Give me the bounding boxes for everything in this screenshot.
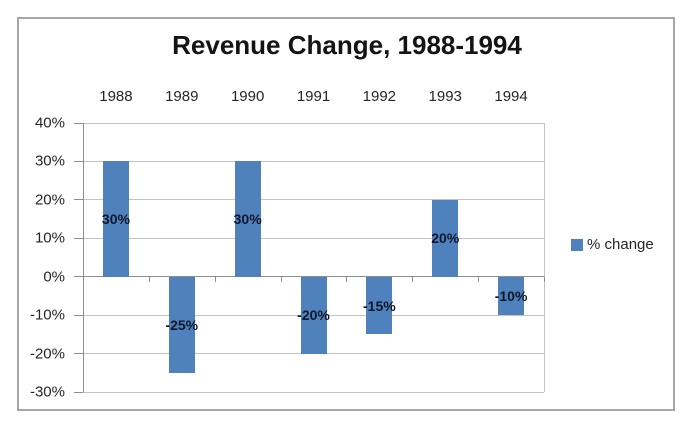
x-axis-label: 1989 <box>165 88 199 105</box>
data-label: -25% <box>165 316 199 333</box>
bar-1992 <box>366 276 393 335</box>
y-axis-label: 30% <box>34 152 65 170</box>
x-axis-tick <box>412 276 414 282</box>
gridline <box>83 122 544 124</box>
y-axis-label: 40% <box>34 114 65 132</box>
data-label: 20% <box>431 230 460 247</box>
data-label: 30% <box>101 211 130 228</box>
x-axis-label: 1992 <box>362 88 397 105</box>
y-axis-label: -30% <box>29 383 65 401</box>
y-axis-label: 10% <box>34 229 65 247</box>
y-axis-tick <box>74 160 83 162</box>
x-axis-tick <box>280 276 282 282</box>
bar-1994 <box>498 276 525 316</box>
y-axis-tick <box>74 314 83 316</box>
bar-1991 <box>300 276 327 354</box>
x-axis-tick <box>148 276 150 282</box>
gridline <box>83 199 544 201</box>
x-axis-label: 1988 <box>99 88 133 105</box>
gridline <box>83 160 544 162</box>
gridline <box>83 353 544 355</box>
x-axis-tick <box>214 276 216 282</box>
x-axis-tick <box>478 276 480 282</box>
gridline <box>83 237 544 239</box>
x-axis-tick <box>346 276 348 282</box>
x-axis-label: 1994 <box>494 88 528 105</box>
data-label: -15% <box>363 297 396 314</box>
y-axis-tick <box>74 353 83 355</box>
legend: % change <box>571 236 654 253</box>
y-axis-label: 0% <box>43 268 65 286</box>
legend-label: % change <box>587 236 654 253</box>
y-axis-line <box>83 123 84 392</box>
y-axis-tick <box>74 237 83 239</box>
y-axis-label: -20% <box>29 345 65 363</box>
y-axis-tick <box>74 199 83 201</box>
x-axis-label: 1990 <box>230 88 265 105</box>
bar-1990 <box>234 161 261 277</box>
x-axis-label: 1991 <box>296 88 331 105</box>
data-label: -10% <box>494 287 528 304</box>
plot-right-border <box>544 123 545 392</box>
data-label: -20% <box>297 307 330 324</box>
y-axis-tick <box>74 276 83 278</box>
bar-1988 <box>102 161 129 277</box>
y-axis-label: 20% <box>34 191 65 209</box>
bar-1993 <box>432 199 459 277</box>
y-axis-label: -10% <box>29 306 65 324</box>
x-axis-tick <box>544 276 545 282</box>
y-axis-tick <box>74 122 83 124</box>
data-label: 30% <box>233 211 262 228</box>
x-axis-label: 1993 <box>428 88 462 105</box>
bar-1989 <box>168 276 195 373</box>
y-axis-tick <box>74 391 83 393</box>
legend-swatch <box>571 238 583 251</box>
gridline <box>83 391 544 393</box>
chart-title: Revenue Change, 1988-1994 <box>172 30 522 60</box>
